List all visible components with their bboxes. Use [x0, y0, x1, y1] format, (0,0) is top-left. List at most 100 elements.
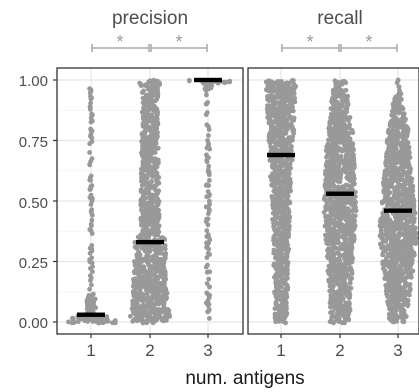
data-point [342, 79, 348, 84]
data-point [339, 121, 345, 127]
data-point [349, 275, 355, 281]
data-point [153, 170, 159, 175]
data-point [332, 78, 338, 84]
data-point [87, 227, 93, 232]
data-point [269, 194, 275, 199]
data-point [138, 187, 144, 193]
y-tick-label: 0.75 [19, 134, 48, 151]
data-point [89, 156, 95, 162]
panel-precision [56, 44, 244, 338]
data-point [340, 296, 346, 302]
data-point [345, 183, 351, 188]
data-point [100, 316, 105, 321]
data-point [205, 100, 211, 105]
data-point [335, 99, 340, 105]
data-point [348, 285, 354, 291]
data-point [330, 309, 336, 314]
data-point [396, 84, 402, 90]
data-point [87, 150, 92, 155]
data-point [343, 152, 349, 158]
data-point [382, 180, 387, 186]
data-point [271, 220, 276, 226]
x-axis-title: num. antigens [185, 368, 304, 389]
data-point [156, 223, 162, 229]
data-point [90, 264, 95, 270]
data-point [88, 192, 94, 198]
data-point [287, 214, 292, 219]
data-point [148, 179, 154, 185]
data-point [206, 163, 212, 169]
data-point [207, 269, 213, 275]
data-point [204, 92, 209, 98]
data-point [141, 88, 146, 94]
y-tick-label: 0.50 [19, 195, 48, 212]
y-axis [53, 79, 57, 323]
data-point [398, 314, 403, 320]
data-point [341, 303, 346, 309]
data-point [351, 218, 357, 224]
data-point [140, 114, 146, 119]
data-point [278, 230, 283, 235]
panel-recall [247, 44, 419, 338]
data-point [387, 196, 392, 202]
data-point [204, 290, 210, 296]
data-point [163, 251, 169, 256]
data-point [204, 216, 210, 222]
data-point [204, 182, 210, 188]
x-tick-label: 3 [393, 341, 402, 360]
median-bar [326, 191, 354, 196]
x-tick-label: 2 [335, 341, 344, 360]
data-point [204, 110, 210, 115]
data-point [89, 217, 95, 223]
significance-star: * [175, 32, 182, 52]
data-point [281, 87, 287, 93]
data-point [89, 255, 95, 261]
median-bar [267, 152, 295, 158]
data-point [156, 211, 161, 217]
data-point [89, 183, 95, 188]
data-point [263, 79, 269, 85]
data-point [287, 114, 293, 120]
data-point [155, 157, 161, 163]
data-point [270, 210, 276, 216]
data-point [145, 294, 151, 300]
data-point [145, 200, 151, 206]
data-point [86, 293, 92, 298]
data-point [204, 281, 210, 286]
data-point [401, 129, 406, 135]
data-point [204, 255, 210, 260]
data-point [89, 243, 95, 248]
y-tick-label: 0.00 [19, 315, 48, 332]
data-point [135, 302, 141, 308]
data-point [140, 268, 146, 274]
data-point [205, 189, 211, 195]
data-point [139, 109, 145, 115]
data-point [147, 213, 153, 219]
data-point [348, 265, 353, 271]
data-point [88, 221, 94, 227]
panel-title-recall: recall [317, 8, 362, 29]
data-point [275, 78, 281, 84]
data-point [146, 125, 152, 131]
data-point [347, 122, 352, 128]
significance-brackets [91, 44, 208, 52]
data-point [104, 314, 110, 320]
data-point [162, 256, 168, 262]
data-point [152, 224, 158, 230]
data-point [335, 310, 340, 316]
data-point [337, 281, 343, 287]
data-point [343, 87, 349, 93]
data-point [66, 319, 71, 325]
data-point [87, 286, 92, 292]
data-point [204, 228, 210, 234]
data-point [327, 278, 332, 283]
data-point [268, 144, 273, 149]
data-point [204, 122, 210, 128]
data-point [330, 244, 336, 250]
x-tick-label: 2 [145, 341, 154, 360]
data-point [269, 93, 275, 98]
data-point [273, 300, 279, 306]
data-point [89, 282, 94, 288]
data-point [340, 242, 346, 247]
